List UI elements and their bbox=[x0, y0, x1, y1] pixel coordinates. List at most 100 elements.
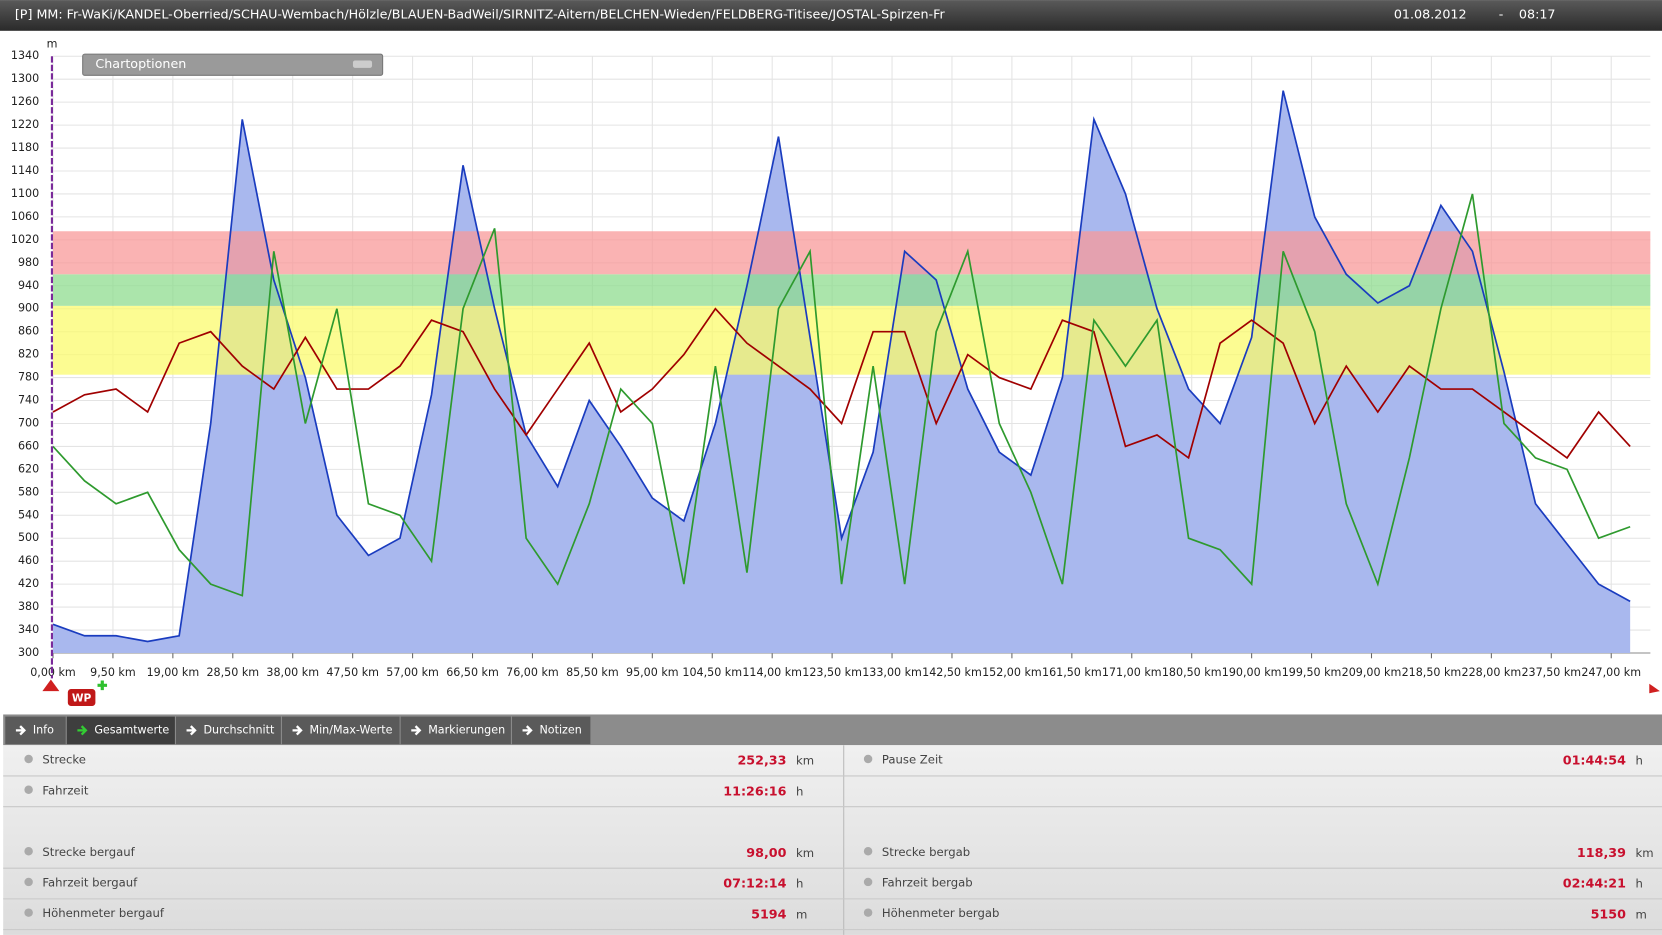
y-tick-label: 860 bbox=[18, 325, 39, 338]
tab-arrow bbox=[15, 725, 27, 736]
y-tick-label: 1260 bbox=[11, 95, 39, 108]
y-tick-label: 820 bbox=[18, 348, 39, 361]
y-tick-label: 620 bbox=[18, 462, 39, 475]
x-tick-label: 114,00 km bbox=[742, 666, 802, 679]
x-tick-label: 247,00 km bbox=[1581, 666, 1641, 679]
x-tick-label: 57,00 km bbox=[386, 666, 439, 679]
stat-value: 118,39 bbox=[1577, 845, 1626, 860]
stat-unit: m bbox=[796, 907, 807, 921]
y-tick-label: 740 bbox=[18, 394, 39, 407]
y-tick-label: 420 bbox=[18, 577, 39, 590]
y-tick-label: 900 bbox=[18, 302, 39, 315]
y-tick-label: 1020 bbox=[11, 233, 39, 246]
tab-label: Markierungen bbox=[428, 723, 505, 736]
stat-value: 5194 bbox=[751, 906, 787, 921]
x-tick-label: 47,50 km bbox=[326, 666, 379, 679]
stat-unit: h bbox=[1636, 877, 1643, 891]
tab-label: Info bbox=[33, 723, 54, 736]
bullet bbox=[863, 908, 873, 917]
x-tick-label: 9,50 km bbox=[90, 666, 136, 679]
stat-label: Fahrzeit bergauf bbox=[42, 876, 138, 890]
x-tick-label: 28,50 km bbox=[206, 666, 259, 679]
y-tick-label: 660 bbox=[18, 439, 39, 452]
stat-label: Höhenmeter bergab bbox=[882, 906, 1000, 920]
tab-arrow bbox=[77, 725, 88, 736]
series-line bbox=[52, 193, 1631, 597]
x-tick-label: 19,00 km bbox=[147, 666, 200, 679]
ui: Info Gesamtwerte Durchschnitt Min/Max-Werte… bbox=[3, 716, 1662, 931]
stat-value: 5150 bbox=[1591, 906, 1627, 921]
x-tick-label: 161,50 km bbox=[1042, 666, 1102, 679]
y-tick-label: 940 bbox=[18, 279, 39, 292]
stat-unit: km bbox=[796, 754, 814, 768]
collapse-button[interactable] bbox=[352, 60, 373, 68]
y-tick-label: 1300 bbox=[11, 72, 39, 85]
y-tick-label: 1180 bbox=[11, 141, 39, 154]
x-tick-label: 171,00 km bbox=[1102, 666, 1162, 679]
stat-unit: h bbox=[796, 877, 803, 891]
y-tick-label: 460 bbox=[18, 554, 39, 567]
stat-label: Pause Zeit bbox=[882, 753, 943, 767]
y-tick-label: 540 bbox=[18, 508, 39, 521]
tab-label: Durchschnitt bbox=[204, 723, 275, 736]
x-tick-label: 228,00 km bbox=[1462, 666, 1522, 679]
stat-label: Fahrzeit bbox=[42, 783, 88, 797]
zone-band bbox=[52, 274, 1651, 306]
y-tick-label: 780 bbox=[18, 371, 39, 384]
x-tick-label: 180,50 km bbox=[1162, 666, 1222, 679]
x-tick-label: 152,00 km bbox=[982, 666, 1042, 679]
x-tick-label: 199,50 km bbox=[1282, 666, 1342, 679]
y-tick-label: 980 bbox=[18, 256, 39, 269]
zone-band bbox=[52, 305, 1651, 375]
stats-panel bbox=[3, 745, 1662, 935]
chart-options-panel[interactable] bbox=[82, 53, 384, 76]
stat-label: Strecke bbox=[42, 753, 86, 767]
tab[interactable] bbox=[5, 716, 66, 745]
plot: 300 340 380 420 460 500 540 580 620 660 700 740 780 8… bbox=[11, 49, 1651, 679]
header-date: 01.08.2012 bbox=[1394, 6, 1467, 21]
end-marker bbox=[1649, 683, 1660, 694]
y-tick-label: 1220 bbox=[11, 118, 39, 131]
y-unit: m bbox=[47, 38, 58, 51]
x-tick-label: 76,00 km bbox=[506, 666, 559, 679]
x-tick-label: 95,00 km bbox=[626, 666, 679, 679]
y-tick-label: 500 bbox=[18, 531, 39, 544]
x-tick-label: 237,50 km bbox=[1521, 666, 1581, 679]
header-time: 08:17 bbox=[1519, 6, 1556, 21]
x-tick-label: 209,00 km bbox=[1342, 666, 1402, 679]
bullet bbox=[24, 877, 33, 887]
stat-label: Strecke bergauf bbox=[42, 845, 135, 859]
x-tick-label: 133,00 km bbox=[862, 666, 922, 679]
chart-options-title: Chartoptionen bbox=[95, 56, 186, 71]
tab-arrow bbox=[522, 725, 533, 736]
stat-unit: m bbox=[1636, 907, 1647, 921]
bullet bbox=[863, 846, 873, 856]
stat-value: 07:12:14 bbox=[723, 876, 786, 891]
zone-band bbox=[52, 231, 1651, 275]
tab-arrow bbox=[292, 725, 303, 736]
stat-value: 11:26:16 bbox=[723, 783, 786, 798]
y-tick-label: 1340 bbox=[11, 49, 39, 62]
wp-label: WP bbox=[72, 693, 92, 705]
y-tick-label: 300 bbox=[18, 646, 39, 659]
bullet bbox=[24, 846, 33, 856]
tab-arrow bbox=[411, 725, 422, 736]
tab-label: Gesamtwerte bbox=[94, 723, 169, 736]
bullet bbox=[863, 754, 873, 764]
stat-unit: km bbox=[1636, 846, 1654, 860]
stat-value: 02:44:21 bbox=[1563, 876, 1626, 891]
x-tick-label: 38,00 km bbox=[266, 666, 319, 679]
y-tick-label: 1060 bbox=[11, 210, 39, 223]
y-tick-label: 1100 bbox=[11, 187, 39, 200]
y-tick-label: 340 bbox=[18, 623, 39, 636]
bullet bbox=[24, 754, 33, 764]
series-line bbox=[52, 90, 1631, 643]
add-icon[interactable] bbox=[97, 680, 108, 691]
x-tick-label: 66,50 km bbox=[446, 666, 499, 679]
wp-marker[interactable] bbox=[67, 689, 96, 706]
stat-label: Strecke bergab bbox=[882, 845, 970, 859]
start-marker bbox=[42, 679, 60, 692]
bullet bbox=[863, 877, 873, 887]
